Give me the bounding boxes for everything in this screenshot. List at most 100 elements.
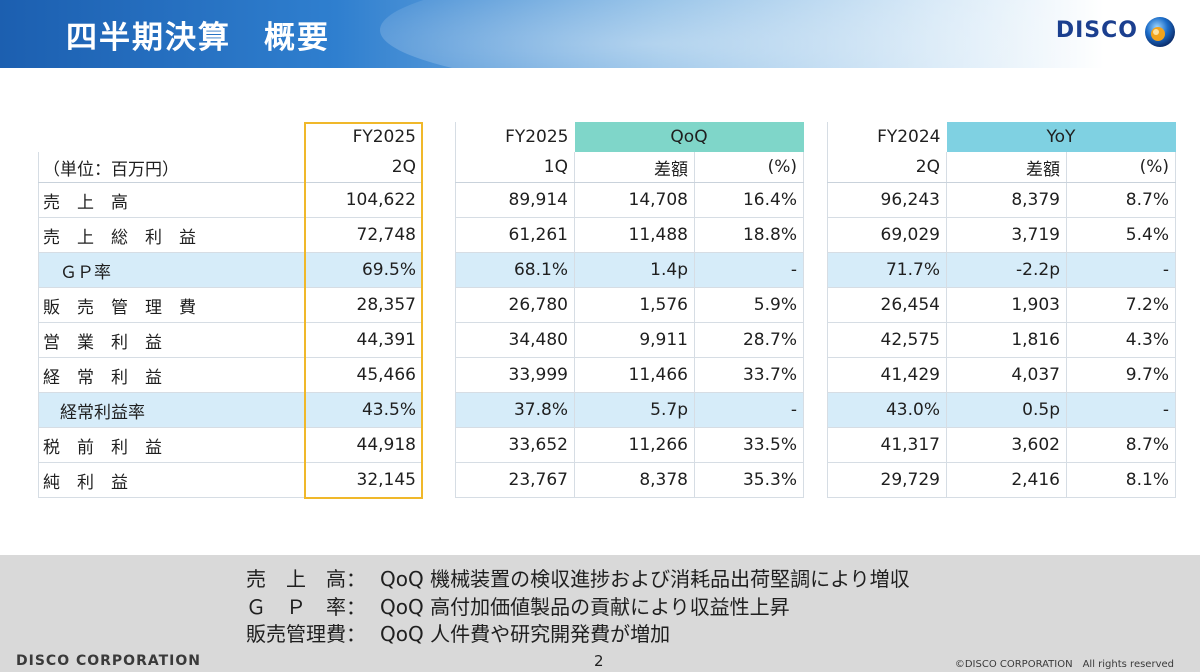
row-value: 44,918 (304, 427, 422, 463)
cell-pct: - (1066, 392, 1176, 428)
summary-table-fy2025-2q: FY2025 （単位：百万円） 2Q 売 上 高 104,622 売 上 総 利… (38, 122, 422, 498)
col-header-diff: 差額 (946, 152, 1067, 183)
table-row: 営 業 利 益 44,391 (38, 322, 422, 358)
cell-base: 37.8% (455, 392, 575, 428)
col-header-quarter: 1Q (455, 152, 575, 183)
cell-base: 33,999 (455, 357, 575, 393)
cell-diff: 1,816 (946, 322, 1067, 358)
cell-base: 69,029 (827, 217, 947, 253)
cell-pct: 8.7% (1066, 427, 1176, 463)
cell-base: 96,243 (827, 182, 947, 218)
row-value: 28,357 (304, 287, 422, 323)
cell-diff: 9,911 (574, 322, 695, 358)
table-row: 96,243 8,379 8.7% (827, 182, 1176, 218)
qoq-table: FY2025 QoQ 1Q 差額 (%) 89,914 14,708 16.4%… (455, 122, 804, 498)
cell-base: 71.7% (827, 252, 947, 288)
cell-base: 34,480 (455, 322, 575, 358)
note-key: 売 上 高： (246, 567, 366, 591)
table-row: 89,914 14,708 16.4% (455, 182, 804, 218)
row-label: 売 上 総 利 益 (38, 217, 304, 253)
row-value: 32,145 (304, 462, 422, 498)
cell-diff: 11,488 (574, 217, 695, 253)
cell-diff: 14,708 (574, 182, 695, 218)
company-logo-text: DISCO (1055, 18, 1138, 43)
cell-base: 43.0% (827, 392, 947, 428)
col-header-quarter: 2Q (304, 152, 422, 183)
cell-base: 29,729 (827, 462, 947, 498)
cell-pct: 7.2% (1066, 287, 1176, 323)
row-label: 販 売 管 理 費 (38, 287, 304, 323)
table-row: 税 前 利 益 44,918 (38, 427, 422, 463)
cell-diff: 8,378 (574, 462, 695, 498)
cell-pct: 5.9% (694, 287, 804, 323)
row-label: 純 利 益 (38, 462, 304, 498)
row-value: 69.5% (304, 252, 422, 288)
table-row: 37.8% 5.7p - (455, 392, 804, 428)
table-row: 売 上 高 104,622 (38, 182, 422, 218)
row-value: 45,466 (304, 357, 422, 393)
cell-pct: 28.7% (694, 322, 804, 358)
row-value: 72,748 (304, 217, 422, 253)
col-header-yoy: YoY (946, 122, 1176, 152)
cell-pct: 33.7% (694, 357, 804, 393)
col-header-quarter: 2Q (827, 152, 947, 183)
cell-pct: 5.4% (1066, 217, 1176, 253)
table-row: 33,652 11,266 33.5% (455, 427, 804, 463)
table-row: 経常利益率 43.5% (38, 392, 422, 428)
header-band: 四半期決算 概要 DISCO (0, 0, 1200, 68)
table-row: 71.7% -2.2p - (827, 252, 1176, 288)
note-item: Ｇ Ｐ 率： QoQ 高付加価値製品の貢献により収益性上昇 (246, 591, 790, 620)
cell-diff: 4,037 (946, 357, 1067, 393)
row-value: 44,391 (304, 322, 422, 358)
cell-pct: - (694, 252, 804, 288)
note-key: Ｇ Ｐ 率： (246, 595, 366, 619)
row-label: 経 常 利 益 (38, 357, 304, 393)
table-row: 41,317 3,602 8.7% (827, 427, 1176, 463)
table-row: 61,261 11,488 18.8% (455, 217, 804, 253)
row-label: 売 上 高 (38, 182, 304, 218)
cell-diff: 11,266 (574, 427, 695, 463)
yoy-table: FY2024 YoY 2Q 差額 (%) 96,243 8,379 8.7% 6… (827, 122, 1176, 498)
table-row: 41,429 4,037 9.7% (827, 357, 1176, 393)
copyright-text: ©DISCO CORPORATION All rights reserved (954, 659, 1174, 670)
cell-pct: - (694, 392, 804, 428)
header-swoosh (380, 0, 1200, 68)
row-label: 営 業 利 益 (38, 322, 304, 358)
cell-pct: 8.7% (1066, 182, 1176, 218)
table-row: 26,780 1,576 5.9% (455, 287, 804, 323)
cell-base: 42,575 (827, 322, 947, 358)
cell-base: 61,261 (455, 217, 575, 253)
cell-pct: 4.3% (1066, 322, 1176, 358)
table-row: 23,767 8,378 35.3% (455, 462, 804, 498)
row-value: 43.5% (304, 392, 422, 428)
col-header-pct: (%) (694, 152, 804, 183)
col-header-fy: FY2024 (827, 122, 947, 152)
footer-bar (0, 650, 1200, 672)
col-header-qoq: QoQ (574, 122, 804, 152)
col-header-diff: 差額 (574, 152, 695, 183)
note-item: 販売管理費： QoQ 人件費や研究開発費が増加 (246, 618, 670, 647)
row-value: 104,622 (304, 182, 422, 218)
cell-pct: 18.8% (694, 217, 804, 253)
cell-base: 26,780 (455, 287, 575, 323)
cell-diff: 11,466 (574, 357, 695, 393)
cell-base: 68.1% (455, 252, 575, 288)
cell-base: 41,429 (827, 357, 947, 393)
cell-base: 26,454 (827, 287, 947, 323)
row-label: 税 前 利 益 (38, 427, 304, 463)
col-header-pct: (%) (1066, 152, 1176, 183)
unit-label: （単位：百万円） (38, 152, 304, 183)
table-row: 43.0% 0.5p - (827, 392, 1176, 428)
note-text: QoQ 機械装置の検収進捗および消耗品出荷堅調により増収 (380, 567, 910, 591)
cell-diff: 1.4p (574, 252, 695, 288)
footer-corporation: DISCO CORPORATION (16, 653, 201, 669)
table-row: 販 売 管 理 費 28,357 (38, 287, 422, 323)
note-text: QoQ 人件費や研究開発費が増加 (380, 622, 671, 646)
table-row: 33,999 11,466 33.7% (455, 357, 804, 393)
notes-panel: 売 上 高： QoQ 機械装置の検収進捗および消耗品出荷堅調により増収 Ｇ Ｐ 率… (0, 555, 1200, 650)
logo-sphere-icon (1145, 17, 1175, 47)
table-row: 69,029 3,719 5.4% (827, 217, 1176, 253)
row-label: ＧＰ率 (38, 252, 304, 288)
cell-base: 41,317 (827, 427, 947, 463)
col-header-fy: FY2025 (352, 127, 416, 147)
